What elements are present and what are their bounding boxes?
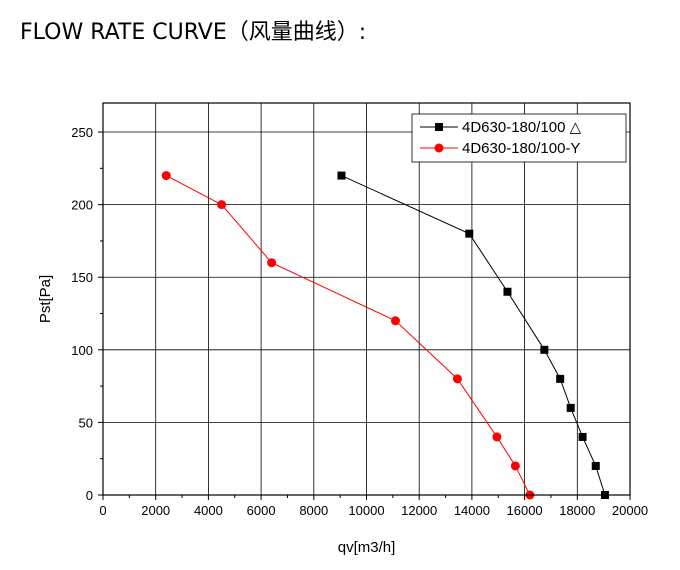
legend: 4D630-180/100 △ 4D630-180/100-Y [411, 113, 627, 163]
page-title: FLOW RATE CURVE（风量曲线）: [20, 20, 367, 45]
series-1 [337, 171, 609, 499]
x-tick-label: 12000 [401, 503, 437, 518]
y-tick-label: 100 [71, 343, 93, 358]
legend-box [411, 113, 627, 163]
data-point [337, 171, 346, 180]
legend-item: 4D630-180/100 △ [420, 119, 582, 136]
data-point [492, 432, 502, 442]
x-tick-label: 18000 [559, 503, 595, 518]
x-tick-label: 0 [99, 503, 106, 518]
x-tick-label: 16000 [507, 503, 543, 518]
data-point [566, 403, 575, 412]
y-axis-title: Pst[Pa] [37, 275, 54, 323]
legend-marker [434, 143, 444, 153]
x-tick-label: 2000 [141, 503, 170, 518]
data-point [556, 374, 565, 383]
legend-item: 4D630-180/100-Y [420, 140, 580, 157]
x-tick-label: 20000 [612, 503, 648, 518]
legend-marker [435, 123, 443, 131]
data-point [591, 461, 600, 470]
y-tick-label: 0 [86, 488, 93, 503]
data-point [217, 200, 227, 210]
data-point [510, 461, 520, 471]
series-layer [161, 171, 609, 500]
legend-label: 4D630-180/100-Y [462, 140, 580, 157]
legend-label: 4D630-180/100 △ [462, 119, 582, 136]
data-point [503, 287, 512, 296]
x-tick-label: 6000 [247, 503, 276, 518]
data-point [465, 229, 474, 238]
x-tick-label: 14000 [454, 503, 490, 518]
x-tick-label: 10000 [348, 503, 384, 518]
y-tick-label: 150 [71, 270, 93, 285]
y-tick-label: 200 [71, 198, 93, 213]
series-2 [161, 171, 535, 500]
data-point [161, 171, 171, 181]
data-point [578, 432, 587, 441]
data-point [390, 316, 400, 326]
x-axis-title: qv[m3/h] [338, 539, 396, 556]
y-tick-label: 250 [71, 125, 93, 140]
data-point [452, 374, 462, 384]
x-tick-label: 8000 [299, 503, 328, 518]
data-point [267, 258, 277, 268]
ticks-layer: 0 2000 4000 6000 8000 10000 12000 14000 16000 180… [71, 125, 648, 518]
y-tick-label: 50 [79, 415, 93, 430]
series-line [341, 175, 606, 496]
x-tick-label: 4000 [194, 503, 223, 518]
data-point [540, 345, 549, 354]
series-line [166, 175, 531, 496]
